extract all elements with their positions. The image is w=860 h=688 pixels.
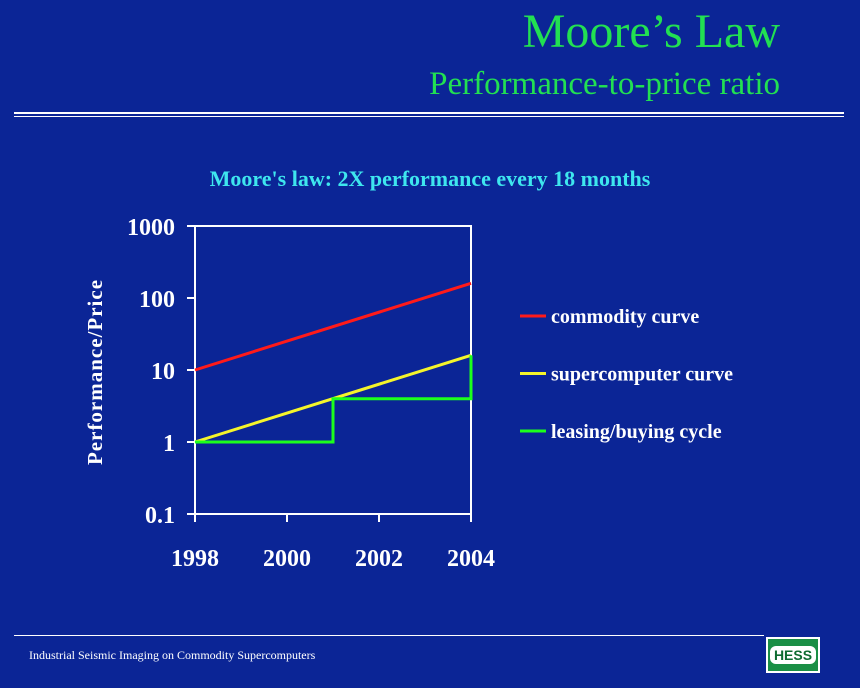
x-tick-label: 2004 bbox=[447, 546, 495, 572]
series-layer bbox=[194, 281, 473, 444]
y-tick-label: 0.1 bbox=[145, 503, 175, 529]
axes: 0.1 1 10 100 1000 1998 2000 2002 2004 bbox=[127, 215, 495, 572]
slide-title: Moore’s Law bbox=[522, 5, 780, 58]
y-tick-label: 10 bbox=[151, 359, 175, 385]
series-line bbox=[194, 281, 472, 372]
slide-subtitle: Performance-to-price ratio bbox=[429, 66, 780, 102]
header-divider bbox=[14, 112, 844, 117]
legend-label: leasing/buying cycle bbox=[551, 421, 722, 443]
legend: commodity curve supercomputer curve leasin… bbox=[520, 306, 733, 443]
logo-text: HESS bbox=[769, 646, 817, 664]
x-tick-label: 2002 bbox=[355, 546, 403, 572]
legend-label: supercomputer curve bbox=[551, 364, 733, 386]
x-tick-label: 1998 bbox=[171, 546, 219, 572]
hess-logo: HESS bbox=[766, 637, 820, 673]
y-tick-label: 100 bbox=[139, 287, 175, 313]
x-tick-label: 2000 bbox=[263, 546, 311, 572]
legend-label: commodity curve bbox=[551, 306, 699, 328]
series-line bbox=[195, 355, 473, 444]
plot-frame bbox=[194, 225, 472, 515]
y-axis-label: Performance/Price bbox=[83, 279, 107, 465]
footer-divider bbox=[14, 635, 764, 636]
footer-text: Industrial Seismic Imaging on Commodity … bbox=[29, 648, 316, 662]
y-tick-label: 1 bbox=[163, 431, 175, 457]
y-tick-label: 1000 bbox=[127, 215, 175, 241]
chart-title: Moore's law: 2X performance every 18 mon… bbox=[210, 166, 651, 191]
